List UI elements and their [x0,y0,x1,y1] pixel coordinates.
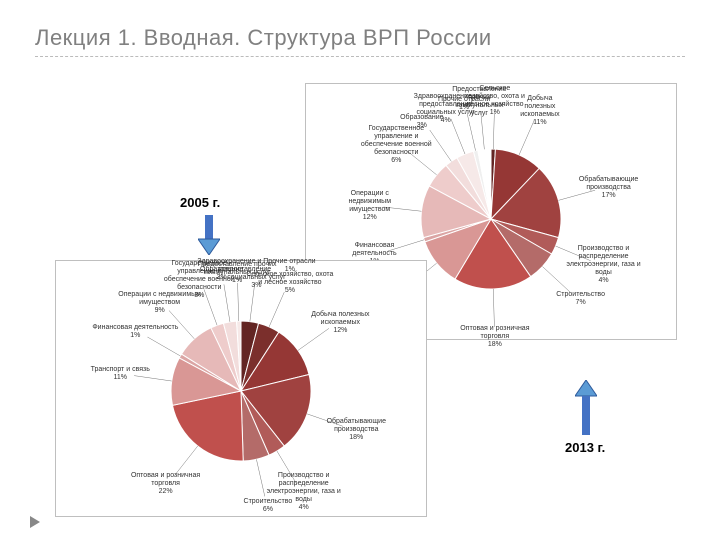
slice-label: Добыча полезных ископаемых 11% [520,95,559,127]
slice-label: Операции с недвижимым имуществом 12% [348,190,391,222]
slice-label: Строительство 6% [244,498,293,514]
arrow-up-icon [575,380,597,435]
title-divider [35,56,685,57]
slide-title: Лекция 1. Вводная. Структура ВРП России [35,25,685,51]
slice-label: Предоставление прочих коммунальных услуг… [198,261,277,285]
slice-label: Обрабатывающие производства 17% [579,176,638,200]
slide-footer-arrow-icon [30,516,40,528]
slice-label: Оптовая и розничная торговля 18% [460,325,529,349]
slice-label: Производство и распределение электроэнер… [566,245,640,285]
slice-label: Предоставление прочих коммунальных услуг [452,86,506,118]
slice-label: Оптовая и розничная торговля 22% [131,472,200,496]
slice-label: Строительство 7% [556,291,605,307]
slice-label: Обрабатывающие производства 18% [327,418,386,442]
slice-label: Государственное управление и обеспечение… [361,125,432,165]
label-2005: 2005 г. [180,195,220,210]
label-2013: 2013 г. [565,440,605,455]
pie-chart-2005: Здравоохранение и Прочие отрасли предост… [55,260,427,517]
slice-label: Добыча полезных ископаемых 12% [311,311,369,335]
slice-label: Транспорт и связь 11% [91,366,150,382]
slice-label: Финансовая деятельность 1% [92,324,178,340]
arrow-down-icon [198,215,220,255]
pie-svg [56,261,426,516]
